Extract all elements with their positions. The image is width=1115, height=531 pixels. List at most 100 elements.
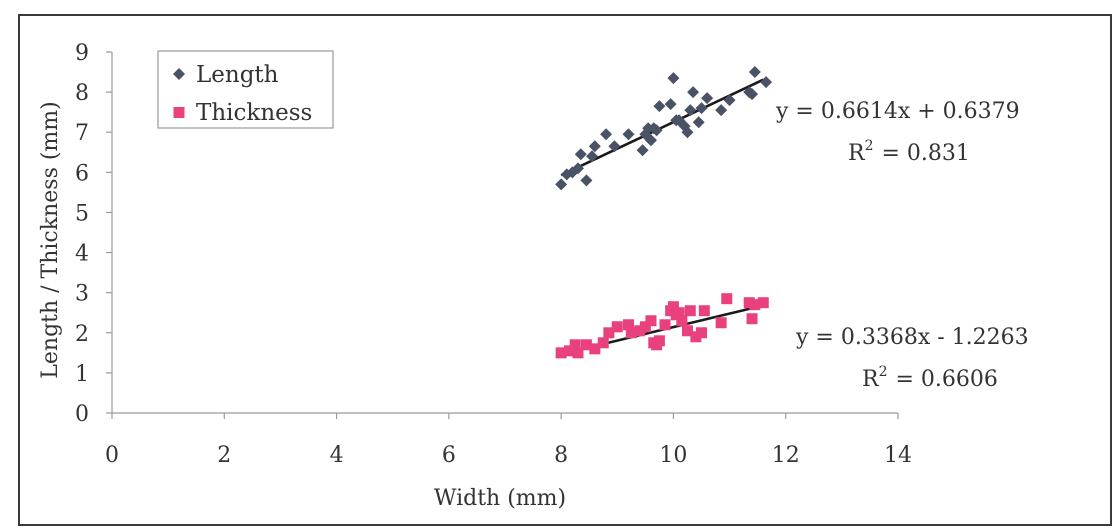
x-tick-label: 10 [659, 443, 687, 468]
data-point-thickness [676, 315, 688, 327]
x-tick-label: 0 [105, 443, 119, 468]
trendlines [560, 78, 764, 356]
data-point-thickness [639, 321, 651, 333]
data-point-thickness [589, 343, 601, 355]
data-point-thickness [681, 325, 693, 337]
data-point-length [695, 102, 708, 115]
data-point-length [746, 88, 759, 101]
data-point-thickness [746, 313, 758, 325]
y-tick-label: 5 [75, 201, 89, 226]
y-axis-title: Length / Thickness (mm) [38, 101, 63, 378]
y-tick-label: 7 [75, 121, 89, 146]
data-point-length [748, 66, 761, 79]
data-point-length [588, 140, 601, 153]
data-point-thickness [659, 319, 671, 331]
y-tick-label: 3 [75, 282, 89, 307]
y-tick-label: 1 [75, 362, 89, 387]
data-point-length [684, 104, 697, 117]
data-point-length [715, 104, 728, 117]
data-point-length [600, 128, 613, 141]
data-point-thickness [572, 347, 584, 359]
data-point-thickness [667, 301, 679, 313]
data-point-thickness [715, 317, 727, 329]
data-point-thickness [690, 331, 702, 343]
legend-box [157, 50, 334, 129]
y-tick-label: 0 [75, 402, 89, 427]
data-point-length [650, 124, 663, 137]
r-squared-length: R2 = 0.831 [848, 138, 970, 166]
data-point-thickness [653, 335, 665, 347]
x-tick-label: 12 [772, 443, 800, 468]
legend-label-length: Length [196, 62, 279, 88]
data-point-length [644, 134, 657, 147]
r2-value: = 0.831 [882, 141, 970, 166]
data-point-thickness [684, 305, 696, 317]
data-point-thickness [721, 293, 733, 305]
data-point-length [687, 86, 700, 99]
data-point-thickness [611, 321, 623, 333]
axes [111, 52, 898, 414]
data-point-thickness [698, 305, 710, 317]
x-ticks: 0 2 4 6 8 10 12 14 [105, 413, 912, 468]
data-point-length [636, 144, 649, 157]
x-tick-label: 14 [884, 443, 912, 468]
data-point-length [622, 128, 635, 141]
r-squared-thickness: R2 = 0.6606 [862, 364, 998, 392]
data-point-thickness [597, 337, 609, 349]
r2-symbol: R [862, 367, 880, 392]
data-point-length [653, 100, 666, 113]
legend-marker-length [173, 68, 185, 80]
y-tick-label: 2 [75, 322, 89, 347]
y-tick-label: 6 [75, 161, 89, 186]
r2-symbol: R [848, 141, 866, 166]
x-tick-label: 4 [330, 443, 344, 468]
data-point-thickness [555, 347, 567, 359]
r2-exponent: 2 [865, 138, 874, 154]
data-point-thickness [757, 297, 769, 309]
r2-value: = 0.6606 [896, 367, 998, 392]
legend-marker-thickness [173, 107, 185, 118]
y-ticks: 0 1 2 3 4 5 6 7 8 9 [75, 41, 112, 427]
data-point-thickness [564, 345, 576, 357]
data-point-length [667, 72, 680, 85]
data-point-thickness [580, 339, 592, 351]
data-point-length [571, 162, 584, 175]
data-point-thickness [696, 327, 707, 339]
data-point-length [681, 126, 694, 139]
data-point-thickness [743, 297, 755, 309]
y-tick-label: 9 [75, 41, 89, 66]
x-tick-label: 8 [554, 443, 568, 468]
data-point-length [608, 140, 621, 153]
r2-exponent: 2 [879, 364, 888, 380]
data-point-thickness [625, 327, 637, 339]
data-point-length [701, 92, 714, 105]
data-point-thickness [569, 339, 581, 351]
y-tick-label: 4 [75, 242, 89, 267]
legend-label-thickness: Thickness [196, 100, 312, 126]
trendline-equation-thickness: y = 0.3368x - 1.2263 R2 = 0.6606 [795, 325, 1029, 392]
x-axis-title: Width (mm) [434, 486, 566, 511]
equation-length: y = 0.6614x + 0.6379 [775, 99, 1020, 124]
data-point-length [723, 94, 736, 107]
data-point-thickness [749, 299, 761, 311]
data-point-length [580, 174, 593, 187]
trendline-equation-length: y = 0.6614x + 0.6379 R2 = 0.831 [775, 99, 1020, 166]
data-points [555, 66, 773, 359]
legend: Length Thickness [157, 50, 334, 129]
data-point-thickness [603, 327, 615, 339]
x-tick-label: 2 [217, 443, 231, 468]
data-point-thickness [623, 319, 635, 331]
data-point-thickness [673, 307, 685, 319]
data-point-thickness [645, 315, 657, 327]
data-point-length [664, 98, 677, 111]
y-tick-label: 8 [75, 81, 89, 106]
data-point-length [692, 116, 705, 129]
x-tick-label: 6 [442, 443, 456, 468]
data-point-length [586, 150, 599, 163]
data-point-thickness [634, 325, 646, 337]
data-point-length [574, 148, 587, 161]
data-point-length [555, 178, 568, 191]
data-point-length [760, 76, 773, 89]
equation-thickness: y = 0.3368x - 1.2263 [795, 325, 1029, 350]
